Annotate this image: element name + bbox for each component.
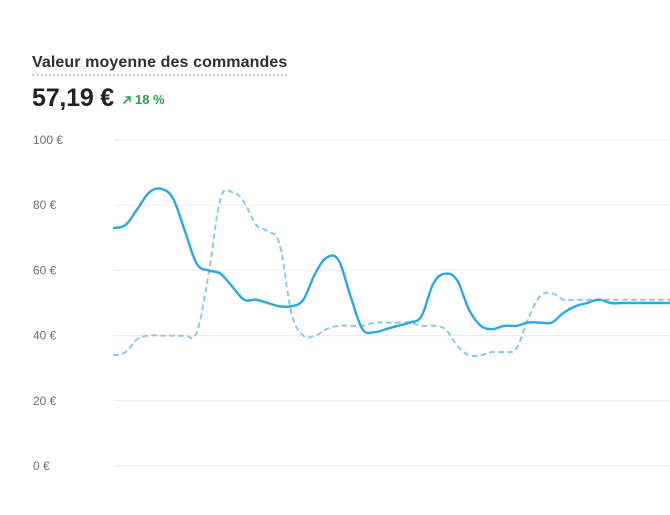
y-tick-label: 80 € (33, 198, 57, 212)
chart-series (112, 187, 670, 358)
metric-value: 57,19 € (32, 84, 115, 112)
arrow-up-right-icon (123, 95, 131, 104)
y-tick-label: 100 € (33, 133, 63, 147)
series-line-previous-period (113, 188, 670, 358)
y-tick-label: 0 € (33, 459, 50, 473)
y-tick-label: 20 € (33, 394, 57, 408)
metric-delta-value: 18 % (135, 92, 165, 107)
metric-delta-badge: 18 % (122, 92, 165, 107)
metric-title[interactable]: Valeur moyenne des commandes (32, 54, 288, 76)
chart-gridlines (114, 139, 670, 467)
y-axis-tick-labels: 0 € 20 € 40 € 60 € 80 € 100 € (33, 133, 63, 473)
metric-value-row: 57,19 € 18 % (32, 84, 165, 113)
series-line-current-period (112, 187, 670, 335)
y-tick-label: 60 € (33, 263, 57, 277)
y-tick-label: 40 € (33, 329, 57, 343)
